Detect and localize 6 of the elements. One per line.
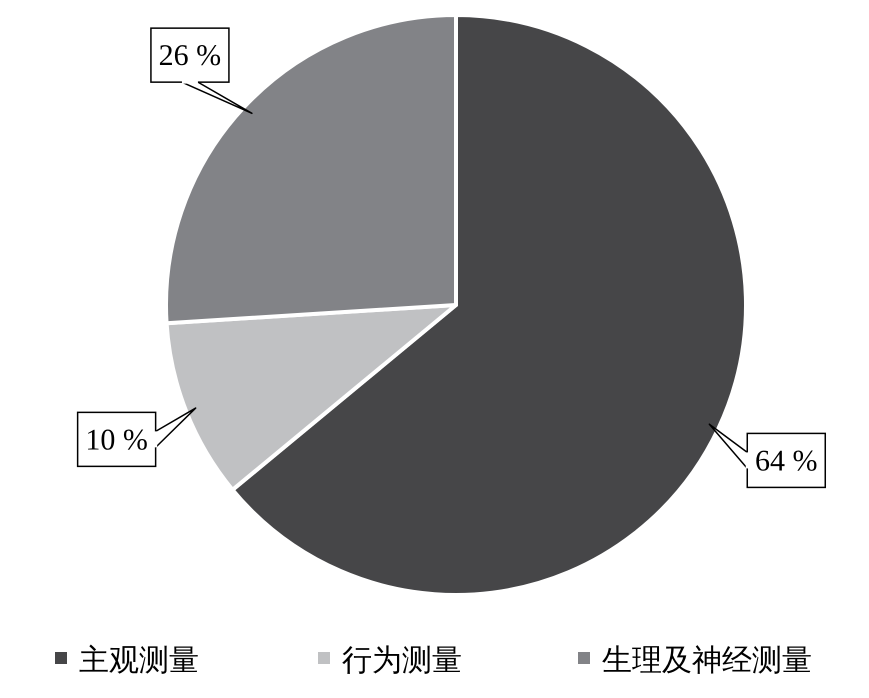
data-label: 26 % — [158, 39, 222, 72]
legend-label: 生理及神经测量 — [602, 643, 812, 678]
legend-label: 主观测量 — [79, 643, 199, 678]
data-label: 64 % — [755, 444, 818, 478]
data-label: 10 % — [85, 423, 148, 456]
legend-label: 行为测量 — [342, 643, 462, 678]
